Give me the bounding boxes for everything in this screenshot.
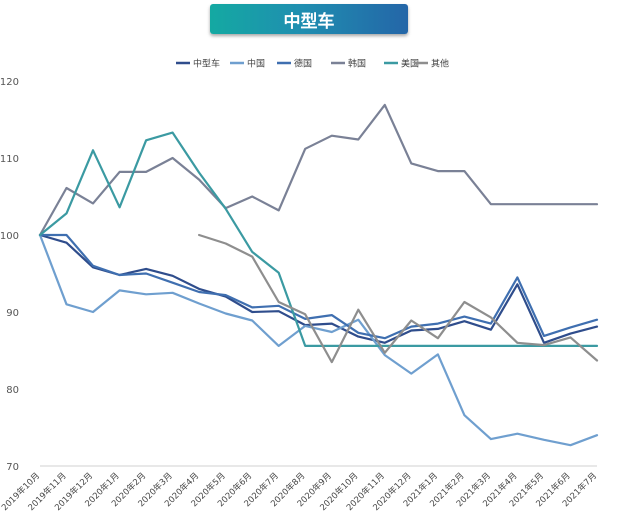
y-tick-label: 100 [0,231,19,242]
y-tick-label: 90 [6,308,19,319]
y-tick-label: 80 [6,385,19,396]
y-tick-label: 110 [0,154,19,165]
legend-label: 中国 [247,58,265,70]
series-line [38,131,599,347]
series-line [38,233,599,340]
legend: 中型车 中国 德国 韩国 美国 其他 [176,58,449,70]
y-tick-label: 70 [6,462,19,473]
series-line [38,103,599,237]
legend-item: 韩国 [331,58,366,70]
x-axis: 2019年10月2019年11月2019年12月2020年1月2020年2月20… [0,465,599,513]
y-tick-label: 120 [0,77,19,88]
legend-label: 其他 [431,58,449,70]
series-line [38,233,599,344]
legend-label: 德国 [294,58,312,70]
chart-title: 中型车 [210,4,408,34]
legend-label: 美国 [401,58,419,70]
series-layer [38,103,599,447]
y-axis: 70 80 90 100 110 120 [0,77,19,473]
series-line [198,233,599,364]
legend-label: 中型车 [193,58,220,70]
legend-item: 其他 [414,58,449,70]
legend-item: 德国 [277,58,312,70]
series-line [38,233,599,447]
legend-item: 中型车 [176,58,220,70]
legend-item: 美国 [384,58,419,70]
legend-item: 中国 [230,58,265,70]
legend-label: 韩国 [348,58,366,70]
